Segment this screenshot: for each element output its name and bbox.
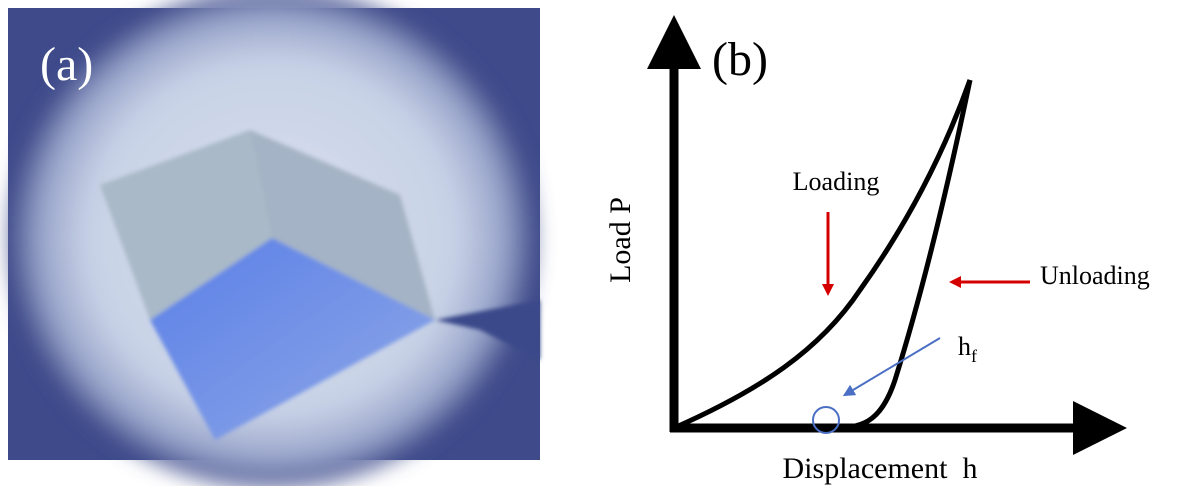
unloading-label: Unloading xyxy=(1040,261,1150,290)
loading-label: Loading xyxy=(793,167,880,196)
hf-sub: f xyxy=(971,346,977,366)
x-axis-label: Displacement h xyxy=(783,452,978,485)
panel-label: (a) xyxy=(40,38,93,91)
figure: (a) (b) Loading Unloading hf Load P Disp… xyxy=(0,0,1179,486)
hf-label: hf xyxy=(958,332,977,366)
graph-panel: (b) Loading Unloading hf Load P Displace… xyxy=(604,33,1150,485)
panel-label: (b) xyxy=(712,33,768,86)
loading-curve xyxy=(674,80,970,428)
photo-panel: (a) xyxy=(8,0,540,486)
y-axis-label: Load P xyxy=(604,197,637,283)
hf-main: h xyxy=(958,332,971,361)
